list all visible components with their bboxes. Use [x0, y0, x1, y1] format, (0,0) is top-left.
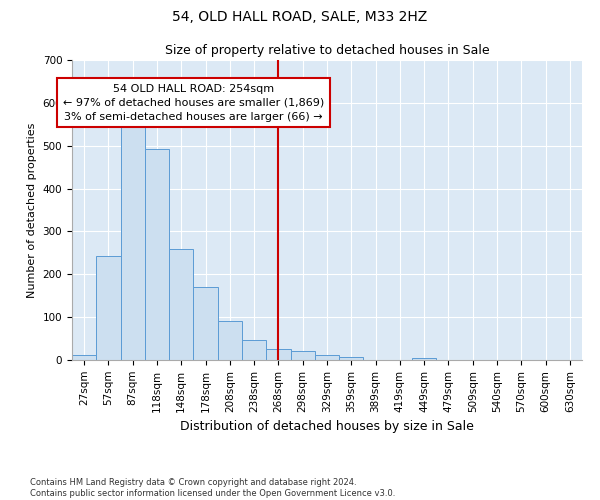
Bar [242, 340, 266, 360]
Bar [121, 112, 145, 360]
Bar [412, 358, 436, 360]
Bar [315, 355, 339, 360]
Bar [145, 148, 169, 360]
Bar [72, 355, 96, 360]
Bar [193, 287, 218, 360]
Text: Contains HM Land Registry data © Crown copyright and database right 2024.
Contai: Contains HM Land Registry data © Crown c… [30, 478, 395, 498]
X-axis label: Distribution of detached houses by size in Sale: Distribution of detached houses by size … [180, 420, 474, 433]
Bar [218, 320, 242, 360]
Title: Size of property relative to detached houses in Sale: Size of property relative to detached ho… [164, 44, 490, 58]
Bar [339, 357, 364, 360]
Bar [266, 350, 290, 360]
Text: 54 OLD HALL ROAD: 254sqm
← 97% of detached houses are smaller (1,869)
3% of semi: 54 OLD HALL ROAD: 254sqm ← 97% of detach… [63, 84, 324, 122]
Bar [169, 250, 193, 360]
Text: 54, OLD HALL ROAD, SALE, M33 2HZ: 54, OLD HALL ROAD, SALE, M33 2HZ [172, 10, 428, 24]
Y-axis label: Number of detached properties: Number of detached properties [27, 122, 37, 298]
Bar [290, 352, 315, 360]
Bar [96, 256, 121, 360]
